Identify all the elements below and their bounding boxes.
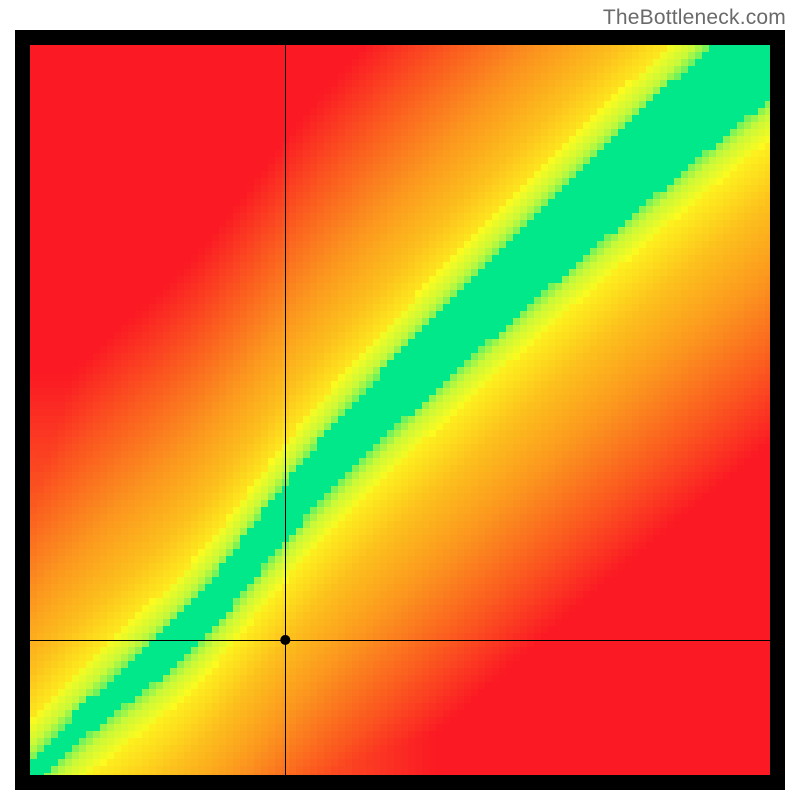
bottleneck-heatmap (0, 0, 800, 800)
watermark-text: TheBottleneck.com (603, 6, 786, 30)
